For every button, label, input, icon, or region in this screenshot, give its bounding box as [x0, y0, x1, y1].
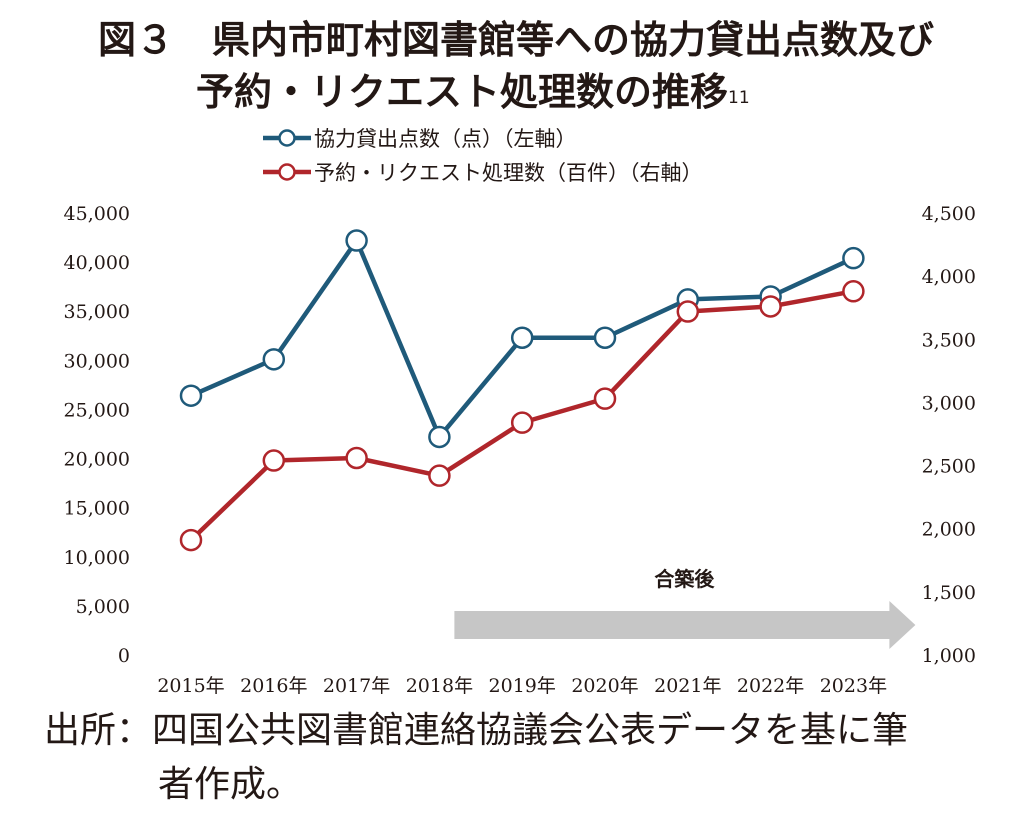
x-tick-label: 2017年	[323, 675, 390, 697]
series-2-point	[179, 528, 203, 552]
x-tick-label: 2019年	[489, 675, 556, 697]
y-right-tick-label: 3,000	[922, 392, 976, 414]
legend-label-2: 予約・リクエスト処理数（百件）（右軸）	[314, 161, 703, 185]
after-merger-label: 合築後	[654, 567, 715, 591]
series-2-point	[759, 295, 782, 318]
line-chart: 協力貸出点数（点）（左軸） 予約・リクエスト処理数（百件）（右軸） 0 5,000 1…	[64, 127, 976, 697]
y-left-tick-label: 25,000	[64, 399, 130, 421]
source-note: 出所：四国公共図書館連絡協議会公表データを基に筆 者作成。	[44, 704, 1004, 812]
source-line-1: 出所：四国公共図書館連絡協議会公表データを基に筆	[44, 710, 909, 751]
y-left-tick-label: 35,000	[64, 301, 130, 323]
title-line-2: 予約・リクエスト処理数の推移11	[98, 66, 998, 118]
legend-marker-1	[278, 129, 296, 147]
series-1-point	[179, 384, 203, 407]
title-line-1: 図３ 県内市町村図書館等への協力貸出点数及び	[98, 18, 935, 62]
after-merger-arrow	[454, 601, 916, 649]
y-right-tick-label: 3,500	[922, 329, 976, 351]
x-tick-label: 2016年	[240, 675, 307, 697]
x-tick-label: 2023年	[820, 675, 887, 697]
source-line-2: 者作成。	[158, 764, 303, 805]
series-1-point	[510, 326, 534, 349]
series-2-point	[510, 411, 534, 434]
title-line-2-text: 予約・リクエスト処理数の推移	[196, 70, 729, 114]
annotation: 合築後	[454, 567, 916, 649]
y-right-tick-label: 2,500	[922, 456, 976, 478]
series-2-point	[676, 300, 700, 323]
legend-label-1: 協力貸出点数（点）（左軸）	[314, 127, 577, 151]
y-left-tick-label: 30,000	[64, 350, 130, 372]
x-tick-label: 2022年	[737, 675, 804, 697]
y-right-tick-label: 4,000	[922, 266, 976, 288]
series-2-point	[262, 449, 286, 472]
series-2-point	[842, 280, 865, 303]
y-left-tick-label: 5,000	[76, 596, 130, 618]
chart-title: 図３ 県内市町村図書館等への協力貸出点数及び 予約・リクエスト処理数の推移11	[98, 14, 998, 118]
x-tick-label: 2015年	[157, 675, 224, 697]
series-1-point	[262, 348, 286, 371]
series-2-point	[345, 446, 368, 470]
y-right-tick-label: 1,000	[922, 645, 976, 667]
y-right-tick-label: 4,500	[922, 203, 976, 225]
y-left-tick-label: 45,000	[64, 203, 130, 225]
y-left-tick-label: 40,000	[64, 252, 130, 274]
series-group	[179, 229, 865, 552]
x-tick-label: 2020年	[571, 675, 638, 697]
series-1-point	[593, 326, 617, 349]
y-left-tick-label: 15,000	[64, 498, 130, 520]
y-left-tick-label: 0	[118, 645, 130, 667]
legend: 協力貸出点数（点）（左軸） 予約・リクエスト処理数（百件）（右軸）	[263, 127, 703, 185]
series-1-point	[428, 425, 451, 449]
y-left-tick-label: 10,000	[64, 547, 130, 569]
legend-marker-2	[278, 163, 296, 181]
y-right-tick-label: 1,500	[922, 582, 976, 604]
series-1-point	[345, 229, 368, 252]
x-tick-label: 2018年	[406, 675, 473, 697]
x-tick-label: 2021年	[654, 675, 721, 697]
y-right-tick-label: 2,000	[922, 519, 976, 541]
axes: 0 5,000 10,000 15,000 20,000 25,000 30,000 35,0…	[64, 203, 976, 697]
series-2-point	[428, 464, 451, 487]
series-2-point	[593, 387, 617, 410]
footnote-ref: 11	[728, 88, 750, 108]
y-left-tick-label: 20,000	[64, 449, 130, 471]
series-1-point	[842, 246, 865, 270]
